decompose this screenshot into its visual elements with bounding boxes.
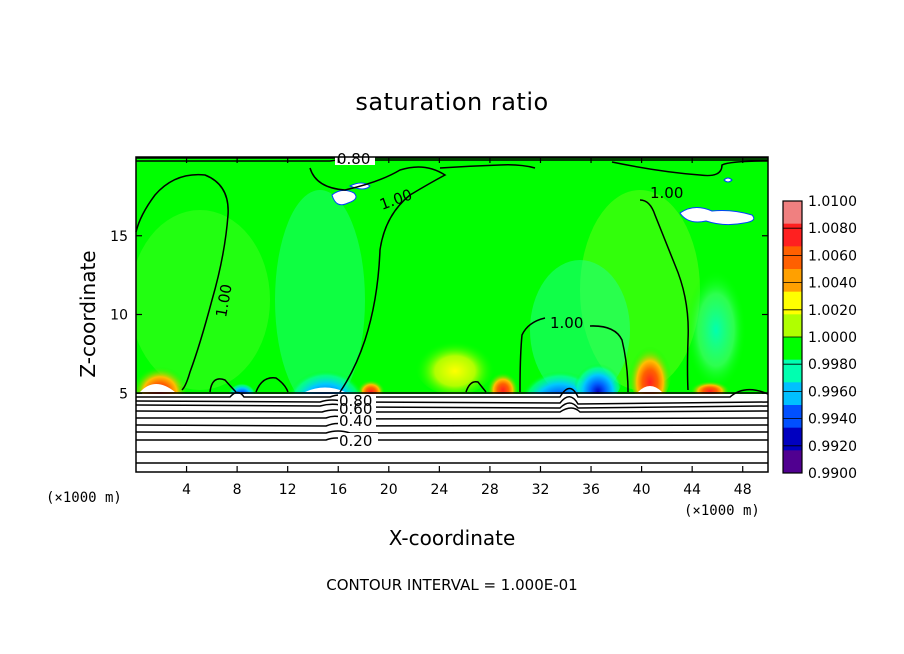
colorbar-label: 0.9900 bbox=[808, 466, 857, 482]
colorbar: 1.0100 1.0080 1.0060 1.0040 1.0020 1.0000 0.99… bbox=[782, 194, 857, 482]
colorbar-label: 1.0020 bbox=[808, 303, 857, 319]
subsat-band bbox=[686, 270, 746, 390]
colorbar-label: 1.0060 bbox=[808, 248, 857, 264]
x-tick-label: 40 bbox=[633, 482, 651, 498]
x-tick-label: 48 bbox=[734, 482, 752, 498]
x-tick-label: 20 bbox=[380, 482, 398, 498]
contour-label: 0.20 bbox=[339, 432, 372, 450]
y-tick-label: 10 bbox=[110, 308, 128, 324]
x-tick-label: 28 bbox=[481, 482, 499, 498]
contour-label: 0.60 bbox=[339, 400, 372, 418]
supersat-patch bbox=[136, 356, 188, 394]
contour-label: 0.40 bbox=[339, 412, 372, 430]
field-heatmap bbox=[136, 157, 768, 394]
colorbar-label: 1.0100 bbox=[808, 194, 857, 210]
contour-line bbox=[465, 380, 487, 393]
colorbar-label: 0.9980 bbox=[808, 357, 857, 373]
supersat-band bbox=[136, 210, 270, 390]
contour-label-bg bbox=[338, 433, 378, 447]
colorbar-label: 0.9940 bbox=[808, 412, 857, 428]
colorbar-label: 1.0080 bbox=[808, 221, 857, 237]
contour-line bbox=[135, 173, 229, 391]
saturated-spot bbox=[679, 207, 755, 226]
y-axis: 5 10 15 bbox=[110, 229, 768, 402]
x-axis-label: X-coordinate bbox=[388, 526, 516, 550]
saturated-spot bbox=[638, 386, 662, 392]
colorbar-swatch bbox=[783, 291, 802, 315]
contour-interval-note: CONTOUR INTERVAL = 1.000E-01 bbox=[326, 576, 578, 594]
y-axis-label: Z-coordinate bbox=[76, 250, 100, 378]
contour-line bbox=[439, 164, 536, 169]
x-tick-label: 24 bbox=[430, 482, 448, 498]
colorbar-label: 1.0000 bbox=[808, 330, 857, 346]
contour-line bbox=[209, 378, 237, 393]
contour-label-bg bbox=[338, 394, 376, 428]
x-axis: 4 8 12 16 20 24 28 32 36 40 44 48 bbox=[182, 157, 752, 498]
x-tick-label: 16 bbox=[329, 482, 347, 498]
contour-label: 1.00 bbox=[212, 283, 236, 319]
contour-label: 0.80 bbox=[337, 150, 370, 168]
saturated-spot bbox=[140, 384, 175, 392]
contour-line bbox=[589, 325, 629, 393]
colorbar-swatch bbox=[783, 314, 802, 338]
colorbar-swatch bbox=[783, 405, 802, 429]
subsat-band bbox=[275, 190, 365, 394]
x-tick-label: 36 bbox=[582, 482, 600, 498]
contour-line bbox=[309, 166, 447, 393]
x-tick-label: 12 bbox=[279, 482, 297, 498]
supersat-band bbox=[415, 335, 495, 394]
x-tick-label: 8 bbox=[233, 482, 242, 498]
y-tick-label: 15 bbox=[110, 229, 128, 245]
x-tick-label: 32 bbox=[532, 482, 550, 498]
saturated-spot bbox=[723, 177, 733, 183]
colorbar-swatch bbox=[783, 382, 802, 406]
contour-line bbox=[135, 430, 769, 434]
colorbar-swatch bbox=[783, 427, 802, 451]
contour-line bbox=[135, 396, 769, 405]
x-tick-label: 44 bbox=[683, 482, 701, 498]
supersat-patch bbox=[628, 332, 672, 394]
contour-line bbox=[135, 407, 769, 413]
x-tick-label: 4 bbox=[182, 482, 191, 498]
subsat-patch bbox=[573, 347, 623, 394]
contour-label: 0.80 bbox=[339, 392, 372, 410]
colorbar-label: 1.0040 bbox=[808, 276, 857, 292]
colorbar-swatch bbox=[783, 269, 802, 293]
contour-label: 1.00 bbox=[550, 314, 583, 332]
colorbar-swatch bbox=[783, 201, 802, 225]
contour-line bbox=[639, 199, 689, 391]
contour-line bbox=[519, 317, 546, 393]
colorbar-label: 0.9920 bbox=[808, 439, 857, 455]
contour-line bbox=[135, 402, 769, 409]
colorbar-swatch bbox=[783, 223, 802, 247]
contour-line bbox=[611, 160, 769, 177]
colorbar-swatch bbox=[783, 246, 802, 270]
x-units-left: (×1000 m) bbox=[46, 490, 122, 506]
contour-line bbox=[255, 377, 289, 393]
chart-title: saturation ratio bbox=[355, 88, 549, 116]
colorbar-label: 0.9960 bbox=[808, 384, 857, 400]
supersat-patch bbox=[487, 365, 519, 394]
colorbar-swatch bbox=[783, 359, 802, 383]
contour-label: 1.00 bbox=[650, 184, 683, 202]
contour-label-bg bbox=[335, 151, 375, 165]
supersat-patch bbox=[690, 377, 730, 394]
colorbar-swatch bbox=[783, 450, 802, 474]
subsat-patch bbox=[228, 376, 256, 394]
y-tick-label: 5 bbox=[119, 386, 128, 402]
colorbar-swatch bbox=[783, 337, 802, 361]
saturated-spot bbox=[305, 387, 345, 392]
x-units-right: (×1000 m) bbox=[684, 503, 760, 519]
